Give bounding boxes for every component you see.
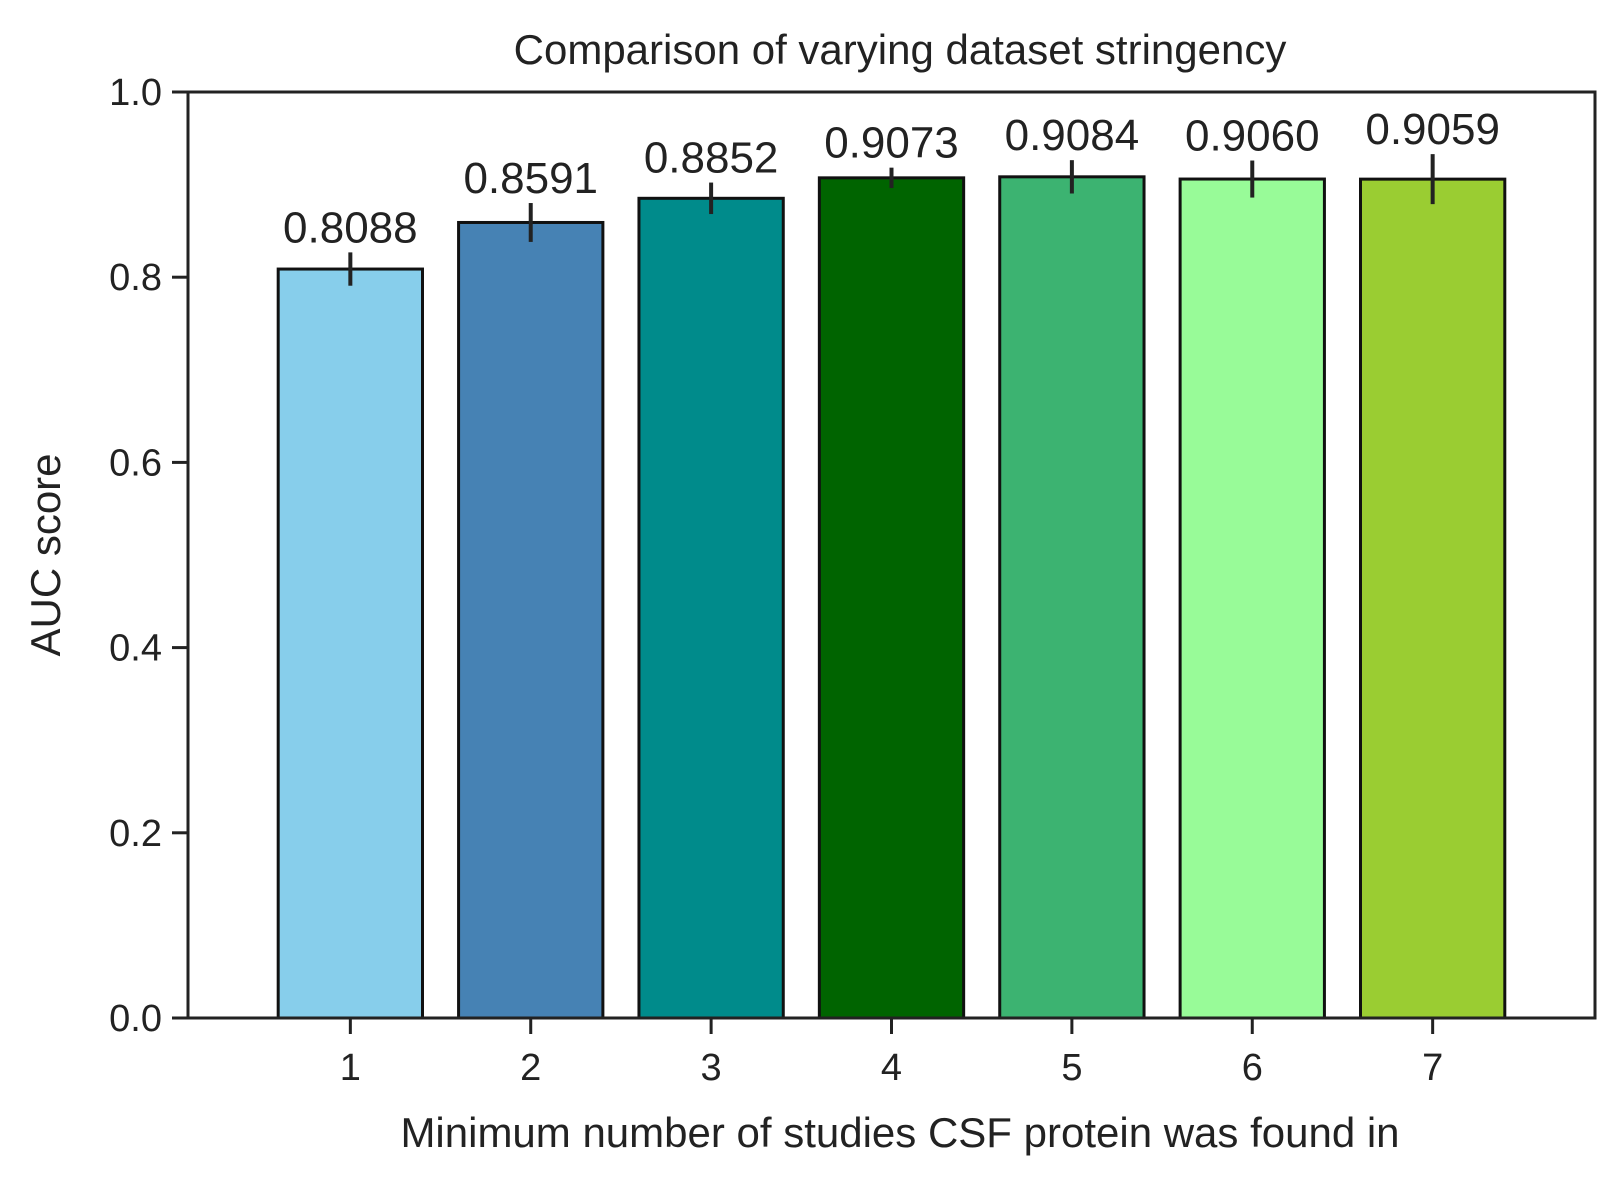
- bar-1: [276, 267, 425, 1020]
- y-axis-label: AUC score: [22, 453, 69, 656]
- bar-5: [998, 175, 1146, 1020]
- x-axis-label: Minimum number of studies CSF protein wa…: [400, 1109, 1399, 1156]
- chart-title: Comparison of varying dataset stringency: [514, 26, 1287, 73]
- y-tick-label-0.0: 0.0: [109, 998, 162, 1040]
- x-tick-label-7: 7: [1422, 1047, 1443, 1089]
- ticks-layer: 0.0 0.2 0.4 0.6 0.8 1.0 1 2 3 4 5 6 7: [109, 72, 1443, 1089]
- errorbars-layer: [348, 154, 1435, 286]
- x-tick-label-1: 1: [340, 1047, 361, 1089]
- bar-4: [817, 176, 966, 1020]
- value-labels-layer: 0.8088 0.8591 0.8852 0.9073 0.9084 0.9060 0.90…: [283, 105, 1500, 252]
- x-tick-label-6: 6: [1242, 1047, 1263, 1089]
- value-label-2: 0.8591: [463, 154, 598, 203]
- x-tick-label-2: 2: [520, 1047, 541, 1089]
- y-tick-label-1.0: 1.0: [109, 72, 162, 114]
- y-tick-label-0.6: 0.6: [109, 442, 162, 484]
- value-label-4: 0.9073: [824, 119, 959, 168]
- bar-3: [637, 196, 785, 1020]
- y-tick-label-0.8: 0.8: [109, 257, 162, 299]
- y-tick-label-0.4: 0.4: [109, 628, 162, 670]
- x-tick-label-5: 5: [1061, 1047, 1082, 1089]
- x-tick-label-3: 3: [701, 1047, 722, 1089]
- bar-6: [1178, 177, 1326, 1020]
- y-tick-label-0.2: 0.2: [109, 813, 162, 855]
- value-label-7: 0.9059: [1365, 105, 1500, 154]
- value-label-5: 0.9084: [1005, 111, 1140, 160]
- value-label-3: 0.8852: [644, 134, 779, 183]
- value-label-1: 0.8088: [283, 203, 418, 252]
- x-tick-label-4: 4: [881, 1047, 902, 1089]
- bar-7: [1359, 177, 1507, 1020]
- bar-2: [457, 220, 605, 1020]
- bars-layer: [276, 175, 1507, 1020]
- value-label-6: 0.9060: [1185, 112, 1320, 161]
